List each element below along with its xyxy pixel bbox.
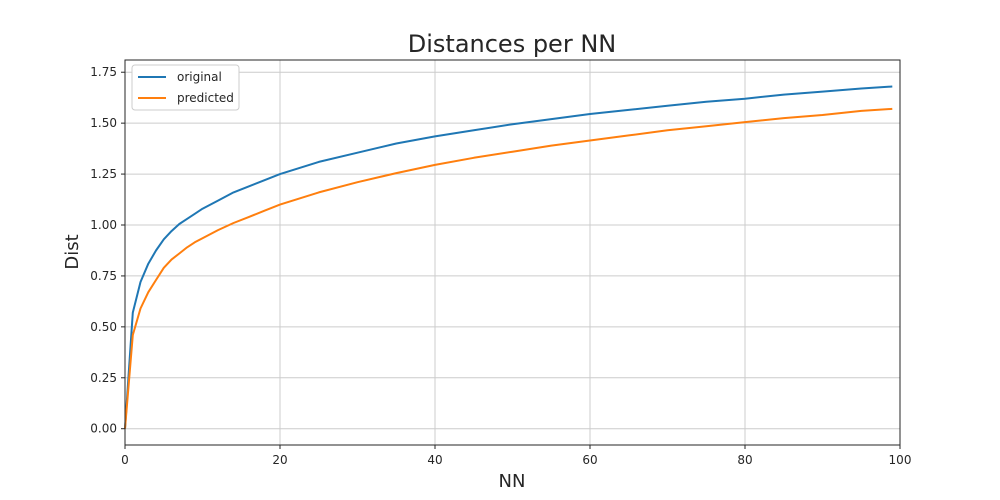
y-tick-label: 0.50 [90, 320, 117, 334]
x-tick-label: 0 [121, 453, 129, 467]
x-axis-title: NN [499, 471, 526, 492]
y-tick-label: 0.00 [90, 422, 117, 436]
series-line-original [124, 85, 893, 429]
y-tick-label: 0.25 [90, 371, 117, 385]
legend-label-original: original [177, 70, 222, 84]
series-line-predicted [124, 107, 893, 429]
y-ticks: 0.00 0.25 0.50 0.75 1.00 1.25 1.50 1.75 [90, 65, 125, 436]
x-tick-label: 80 [737, 453, 752, 467]
x-tick-label: 100 [889, 453, 912, 467]
x-ticks: 0 20 40 60 80 100 [121, 445, 911, 467]
y-tick-label: 1.00 [90, 218, 117, 232]
plot-frame [124, 59, 901, 446]
y-tick-label: 1.25 [90, 167, 117, 181]
series-lines [124, 85, 893, 429]
y-tick-label: 1.50 [90, 116, 117, 130]
x-tick-label: 20 [272, 453, 287, 467]
y-tick-label: 1.75 [90, 65, 117, 79]
x-tick-label: 60 [582, 453, 597, 467]
x-tick-label: 40 [427, 453, 442, 467]
legend-label-predicted: predicted [177, 91, 234, 105]
chart-title: Distances per NN [408, 30, 616, 58]
legend: original predicted [131, 64, 240, 111]
y-axis-title: Dist [62, 234, 83, 269]
y-tick-label: 0.75 [90, 269, 117, 283]
